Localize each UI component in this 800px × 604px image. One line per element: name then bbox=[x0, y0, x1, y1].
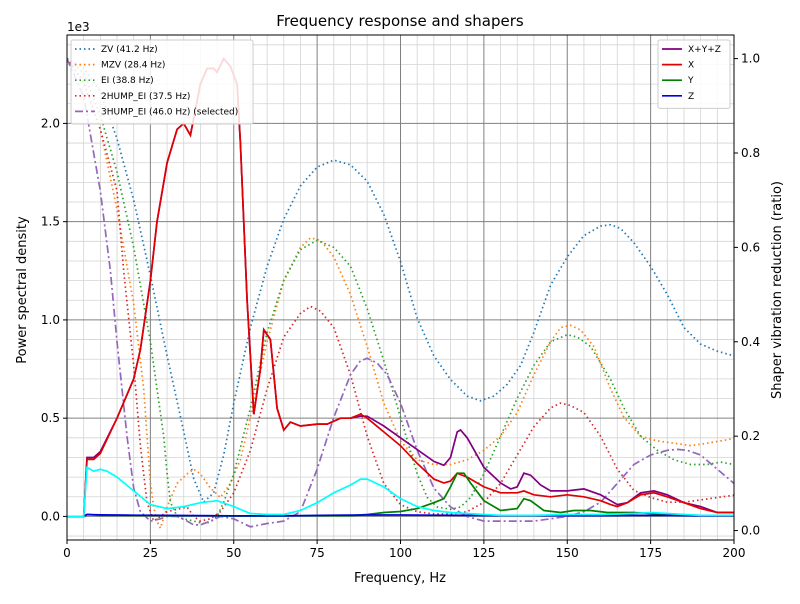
x-tick-label: 150 bbox=[556, 546, 579, 560]
legend-label-zv-41-2-hz: ZV (41.2 Hz) bbox=[101, 45, 158, 55]
legend-label-2hump-ei-37-5-hz: 2HUMP_EI (37.5 Hz) bbox=[101, 92, 190, 102]
y-right-tick-label: 0.4 bbox=[741, 335, 760, 349]
x-tick-label: 0 bbox=[63, 546, 71, 560]
x-tick-label: 50 bbox=[226, 546, 241, 560]
psd-line-x bbox=[67, 57, 734, 518]
legend-label-mzv-28-4-hz: MZV (28.4 Hz) bbox=[101, 61, 165, 71]
shaper-line-mzv-28-4-hz bbox=[67, 58, 734, 531]
legend-psd: X+Y+Z XYZ bbox=[657, 39, 731, 109]
shaper-line-2hump-ei-37-5-hz bbox=[67, 58, 734, 523]
y-right-tick-label: 0.6 bbox=[741, 240, 760, 254]
x-axis-label: Frequency, Hz bbox=[354, 571, 446, 586]
psd-line-series-4 bbox=[67, 465, 734, 518]
legend-psd-box bbox=[657, 39, 731, 109]
legend-label-3hump-ei-46-0-hz-selected: 3HUMP_EI (46.0 Hz) (selected) bbox=[101, 107, 238, 117]
legend-shapers: ZV (41.2 Hz) MZV (28.4 Hz) EI (38.8 Hz) 2HU… bbox=[70, 39, 254, 125]
legend-label-x: X bbox=[688, 61, 694, 71]
y-right-tick-label: 0.2 bbox=[741, 429, 760, 443]
y-tick-label: 0.0 bbox=[41, 509, 60, 523]
y-right-tick-label: 0.0 bbox=[741, 524, 760, 538]
y-right-tick-label: 0.8 bbox=[741, 146, 760, 160]
y-right-tick-label: 1.0 bbox=[741, 52, 760, 66]
shaper-line-3hump-ei-46-0-hz-selected bbox=[67, 58, 734, 528]
y-tick-label: 2.0 bbox=[41, 116, 60, 130]
legend-label-x-y-z: X+Y+Z bbox=[688, 45, 721, 55]
shaper-line-zv-41-2-hz bbox=[67, 57, 734, 504]
y-tick-label: 0.5 bbox=[41, 411, 60, 425]
legend-label-y: Y bbox=[687, 76, 694, 86]
x-tick-label: 25 bbox=[143, 546, 158, 560]
x-tick-label: 175 bbox=[639, 546, 662, 560]
legend-label-z: Z bbox=[688, 92, 694, 102]
plot-frame bbox=[66, 34, 735, 541]
x-tick-label: 125 bbox=[472, 546, 495, 560]
y-right-axis-label: Shaper vibration reduction (ratio) bbox=[770, 181, 785, 399]
y-tick-label: 1.5 bbox=[41, 215, 60, 229]
y-tick-label: 1.0 bbox=[41, 313, 60, 327]
psd-line-z bbox=[67, 513, 734, 518]
x-tick-label: 75 bbox=[309, 546, 324, 560]
y-axis-label: Power spectral density bbox=[15, 216, 30, 364]
shaper-line-ei-38-8-hz bbox=[67, 57, 734, 525]
legend-label-ei-38-8-hz: EI (38.8 Hz) bbox=[101, 76, 154, 86]
chart-title: Frequency response and shapers bbox=[276, 12, 524, 30]
plot-area bbox=[67, 57, 734, 531]
legend-shapers-box bbox=[70, 39, 254, 125]
axis-ticks: 0 25 50 75 100 125 150 175 200 0.0 0.5 1.0 1.5 2.0 0.0… bbox=[41, 52, 760, 560]
x-tick-label: 200 bbox=[723, 546, 746, 560]
y-multiplier-label: 1e3 bbox=[67, 20, 90, 34]
x-tick-label: 100 bbox=[389, 546, 412, 560]
